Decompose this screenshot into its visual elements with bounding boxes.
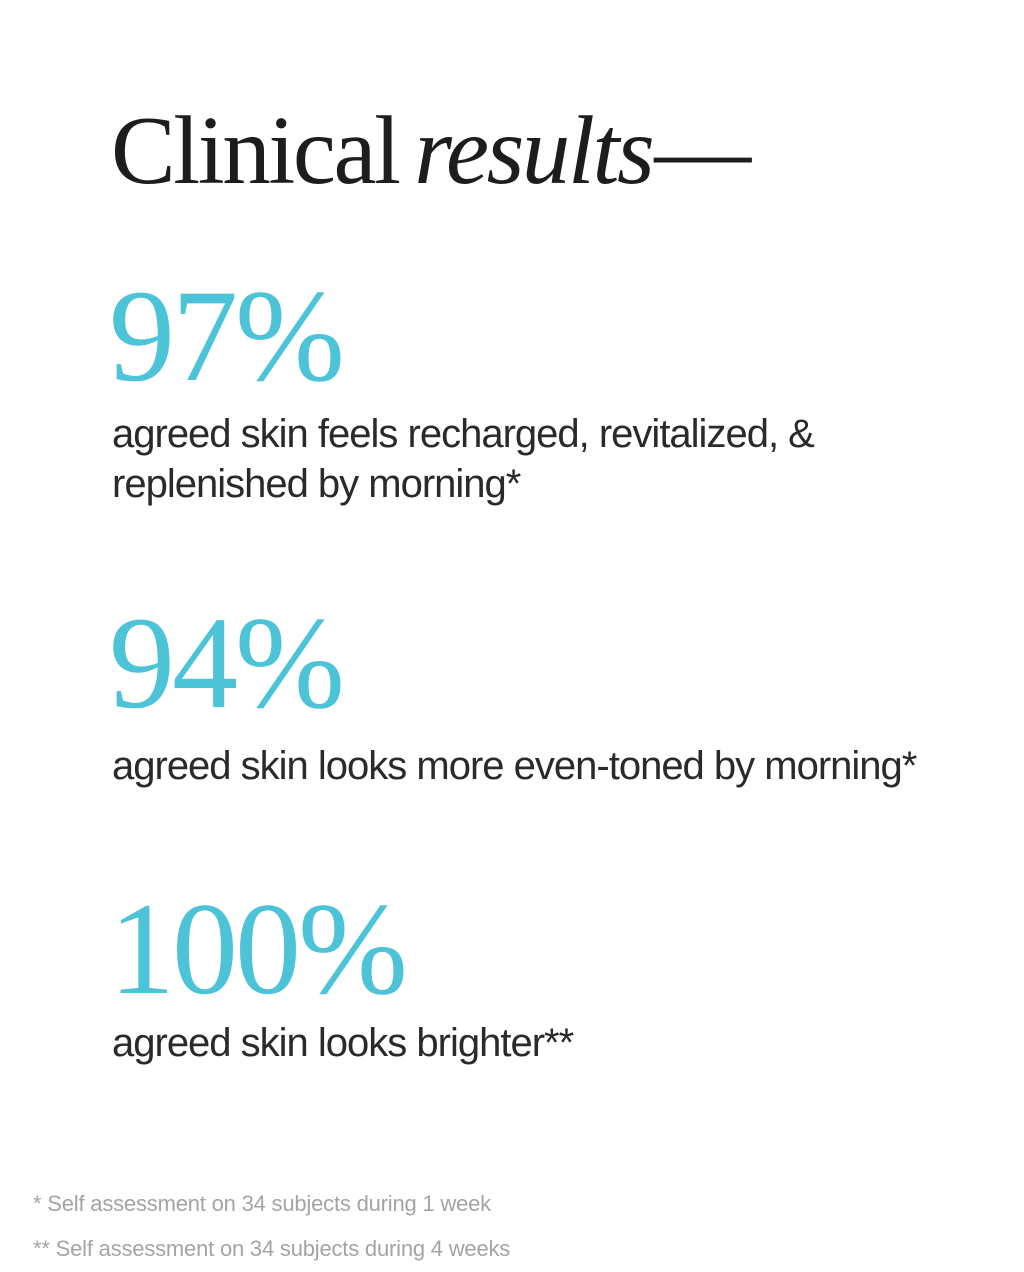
title-em-dash: — bbox=[654, 97, 752, 204]
title-italic-text: results bbox=[414, 97, 655, 204]
stat-description-line: agreed skin looks more even-toned by mor… bbox=[112, 744, 917, 788]
page-title: Clinical results— bbox=[111, 102, 751, 199]
stat-value-94: 94% bbox=[109, 589, 345, 736]
title-regular-text: Clinical bbox=[111, 97, 401, 204]
stat-value-97: 97% bbox=[109, 262, 345, 409]
stat-description-line: replenished by morning* bbox=[112, 462, 521, 506]
footnote-one-week: * Self assessment on 34 subjects during … bbox=[33, 1191, 491, 1216]
stat-description-100: agreed skin looks brighter** bbox=[112, 1018, 574, 1068]
stat-description-line: agreed skin looks brighter** bbox=[112, 1021, 574, 1065]
footnote-four-weeks: ** Self assessment on 34 subjects during… bbox=[33, 1236, 511, 1261]
stat-description-94: agreed skin looks more even-toned by mor… bbox=[112, 741, 917, 791]
stat-value-100: 100% bbox=[109, 875, 408, 1022]
stat-description-97: agreed skin feels recharged, revitalized… bbox=[112, 409, 892, 509]
stat-description-line: agreed skin feels recharged, revitalized… bbox=[112, 412, 815, 456]
